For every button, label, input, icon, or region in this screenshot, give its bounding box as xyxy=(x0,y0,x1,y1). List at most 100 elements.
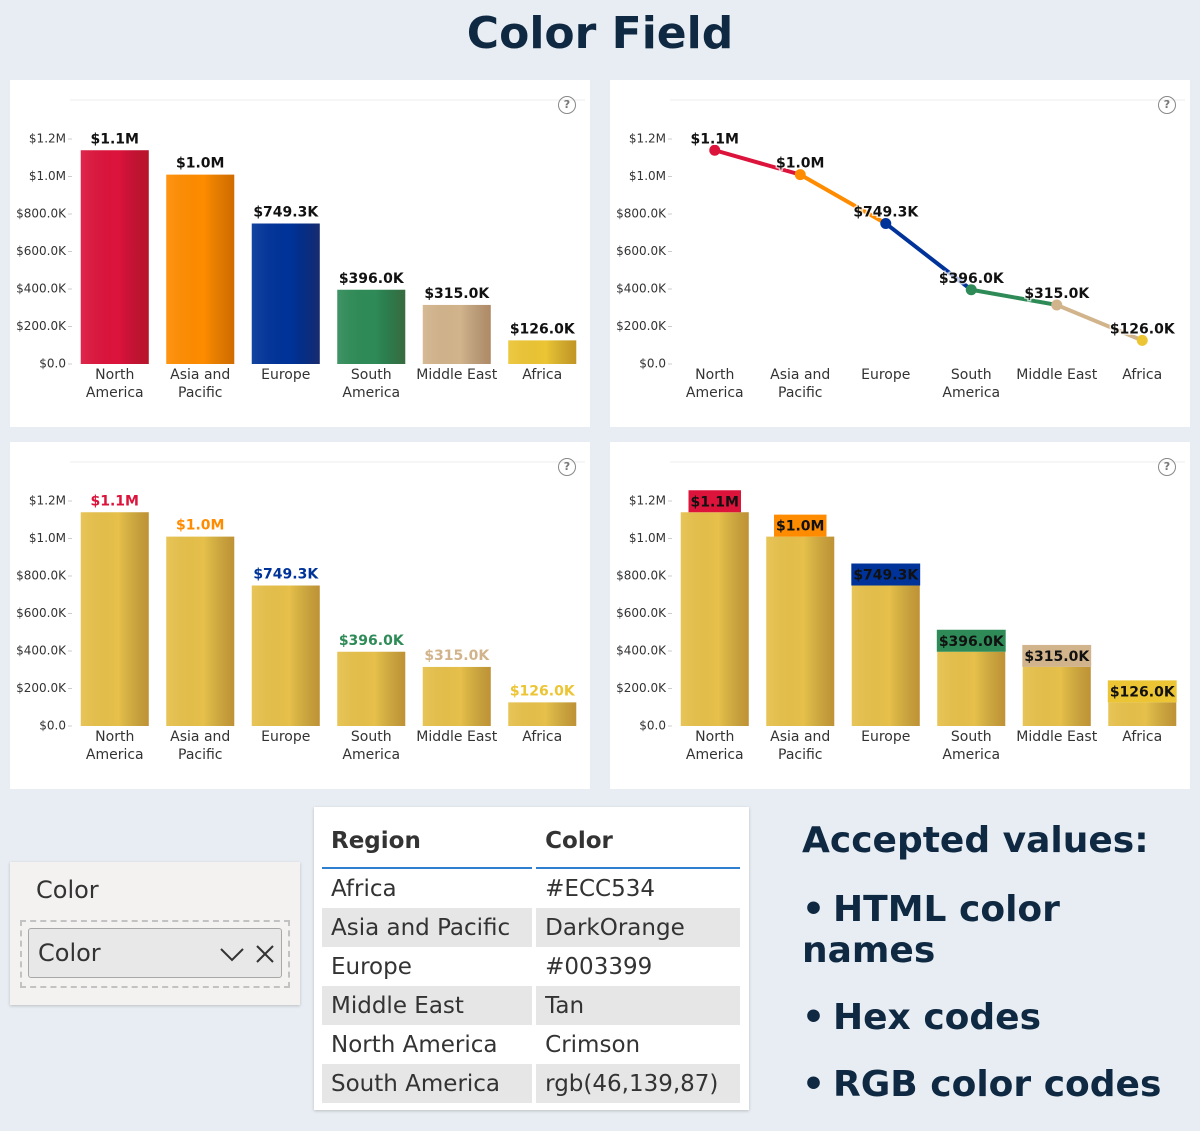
notes: Accepted values: HTML color names Hex cod… xyxy=(802,820,1200,1131)
value-label: $749.3K xyxy=(253,567,319,583)
table-cell: #ECC534 xyxy=(532,868,740,908)
bar-shade xyxy=(766,536,835,726)
table-cell: Europe xyxy=(331,953,412,980)
bar-shade xyxy=(251,585,320,726)
value-label: $1.0M xyxy=(176,156,224,172)
notes-heading: Accepted values: xyxy=(802,820,1149,861)
chart-panel: $0.0 $200.0K $400.0K $600.0K $800.0K $1.0M $1.… xyxy=(610,442,1190,789)
table-cell: Middle East xyxy=(322,986,535,1025)
y-tick-label: $0.0 xyxy=(639,357,666,371)
bar-shade xyxy=(851,585,920,726)
x-tick-label: South America xyxy=(942,729,1001,763)
field-well: Color Color xyxy=(10,862,300,1005)
x-tick-label: Europe xyxy=(861,367,911,383)
point xyxy=(794,169,806,181)
value-label: $126.0K xyxy=(510,683,576,699)
y-tick-label: $1.2M xyxy=(629,494,666,508)
value-label: $1.1M xyxy=(691,494,739,510)
note-item: HTML color names xyxy=(802,889,1200,971)
line-segment xyxy=(712,148,803,177)
drop-zone: Color xyxy=(20,920,290,988)
help-icon[interactable]: ? xyxy=(1158,458,1176,476)
x-tick-label: Africa xyxy=(1122,729,1163,745)
table-cell: South America xyxy=(322,1064,535,1103)
y-tick-label: $800.0K xyxy=(16,569,67,583)
table-cell: Africa xyxy=(331,875,397,902)
y-tick-label: $800.0K xyxy=(616,569,667,583)
note-item: Hex codes xyxy=(802,997,1200,1038)
x-tick-label: Middle East xyxy=(416,367,498,383)
value-label: $749.3K xyxy=(253,205,319,221)
table-body: Africa #ECC534 Asia and Pacific DarkOrange E… xyxy=(322,868,740,1103)
y-tick-label: $0.0 xyxy=(39,719,66,733)
value-label: $1.1M xyxy=(691,131,739,147)
bar-shade xyxy=(80,512,149,726)
x-tick-label: Asia and Pacific xyxy=(170,729,231,763)
value-label: $1.0M xyxy=(776,519,824,535)
y-tick-label: $1.0M xyxy=(29,531,66,545)
chart: $0.0 $200.0K $400.0K $600.0K $800.0K $1.0M $1.… xyxy=(616,99,1185,371)
table-cell: #003399 xyxy=(532,947,740,986)
y-tick-label: $1.2M xyxy=(29,132,66,146)
chart-panel: $0.0 $200.0K $400.0K $600.0K $800.0K $1.0M $1.… xyxy=(10,80,590,427)
point xyxy=(880,218,892,230)
line-segment xyxy=(883,221,974,292)
y-tick-label: $200.0K xyxy=(16,319,67,333)
table-row: Africa #ECC534 xyxy=(322,868,740,908)
value-label: $1.1M xyxy=(91,493,139,509)
y-tick-label: $200.0K xyxy=(16,681,67,695)
value-label: $315.0K xyxy=(1024,286,1090,302)
bar-shade xyxy=(937,651,1006,726)
bar-shade xyxy=(166,174,235,364)
help-icon[interactable]: ? xyxy=(558,458,576,476)
table-row: North America Crimson xyxy=(322,1025,740,1064)
point xyxy=(965,284,977,296)
bar-shade xyxy=(422,666,491,726)
line-segment xyxy=(1054,302,1145,343)
value-label: $315.0K xyxy=(1024,649,1090,665)
table-row: Asia and Pacific DarkOrange xyxy=(322,908,740,947)
table-row: Europe #003399 xyxy=(322,947,740,986)
table-card: Region Color Africa #ECC534 Asia and Pacifi… xyxy=(314,807,749,1110)
y-tick-label: $600.0K xyxy=(616,606,667,620)
help-icon[interactable]: ? xyxy=(1158,96,1176,114)
chart: $0.0 $200.0K $400.0K $600.0K $800.0K $1.0M $1.… xyxy=(16,461,585,733)
bar-shade xyxy=(1108,702,1177,726)
table-cell: Crimson xyxy=(532,1025,740,1064)
y-tick-label: $600.0K xyxy=(16,244,67,258)
x-tick-label: South America xyxy=(342,367,401,401)
label-background xyxy=(1107,680,1177,703)
value-label: $396.0K xyxy=(339,271,405,287)
x-tick-label: Europe xyxy=(261,729,311,745)
note-item: RGB color codes xyxy=(802,1064,1200,1105)
expand-icon[interactable] xyxy=(220,948,244,962)
table-cell: Tan xyxy=(532,986,740,1025)
value-label: $749.3K xyxy=(853,205,919,221)
bar-shade xyxy=(1022,666,1091,726)
bar-shade xyxy=(166,536,235,726)
color-table: Region Color Africa #ECC534 Asia and Pacifi… xyxy=(322,815,740,1103)
table-row: Middle East Tan xyxy=(322,986,740,1025)
bar-shade xyxy=(337,651,406,726)
value-label: $1.0M xyxy=(176,518,224,534)
x-tick-label: Asia and Pacific xyxy=(770,367,831,401)
point xyxy=(709,144,721,156)
bar-shade xyxy=(337,289,406,364)
y-tick-label: $400.0K xyxy=(16,644,67,658)
label-background xyxy=(688,490,741,513)
field-pill[interactable]: Color xyxy=(28,928,282,978)
x-tick-label: Africa xyxy=(1122,367,1163,383)
table-cell: DarkOrange xyxy=(532,908,740,947)
value-label: $749.3K xyxy=(853,568,919,584)
x-tick-label: South America xyxy=(942,367,1001,401)
y-tick-label: $800.0K xyxy=(16,207,67,221)
bar-shade xyxy=(422,304,491,364)
help-icon[interactable]: ? xyxy=(558,96,576,114)
chart: $0.0 $200.0K $400.0K $600.0K $800.0K $1.0M $1.… xyxy=(16,99,585,371)
x-tick-label: North America xyxy=(85,729,144,763)
remove-icon[interactable] xyxy=(256,945,274,963)
bar-shade xyxy=(251,223,320,364)
y-tick-label: $0.0 xyxy=(39,357,66,371)
value-label: $126.0K xyxy=(510,321,576,337)
